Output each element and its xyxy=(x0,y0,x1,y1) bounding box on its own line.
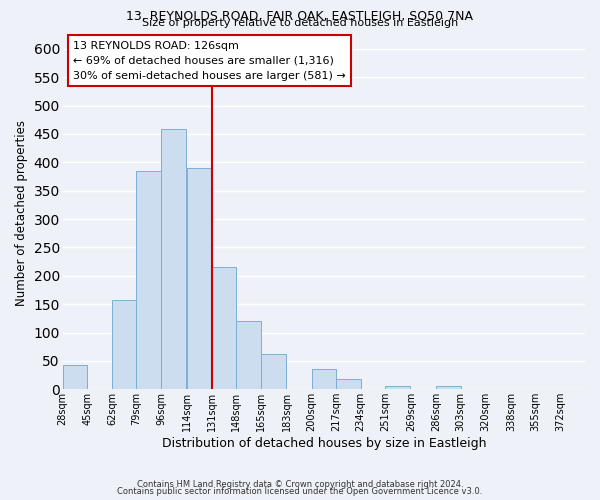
Text: 13, REYNOLDS ROAD, FAIR OAK, EASTLEIGH, SO50 7NA: 13, REYNOLDS ROAD, FAIR OAK, EASTLEIGH, … xyxy=(127,10,473,23)
Text: Contains HM Land Registry data © Crown copyright and database right 2024.: Contains HM Land Registry data © Crown c… xyxy=(137,480,463,489)
Bar xyxy=(112,300,136,390)
Bar xyxy=(187,168,212,390)
Text: Size of property relative to detached houses in Eastleigh: Size of property relative to detached ho… xyxy=(142,18,458,28)
Bar xyxy=(136,171,161,390)
Text: 13 REYNOLDS ROAD: 126sqm
← 69% of detached houses are smaller (1,316)
30% of sem: 13 REYNOLDS ROAD: 126sqm ← 69% of detach… xyxy=(73,41,346,80)
Text: Contains public sector information licensed under the Open Government Licence v3: Contains public sector information licen… xyxy=(118,487,482,496)
Bar xyxy=(236,321,261,390)
X-axis label: Distribution of detached houses by size in Eastleigh: Distribution of detached houses by size … xyxy=(161,437,486,450)
Bar xyxy=(311,370,336,390)
Bar xyxy=(336,379,361,390)
Bar xyxy=(161,130,185,390)
Bar xyxy=(436,386,461,390)
Y-axis label: Number of detached properties: Number of detached properties xyxy=(15,120,28,306)
Bar xyxy=(261,354,286,390)
Bar xyxy=(63,366,88,390)
Bar xyxy=(385,386,410,390)
Bar xyxy=(212,268,236,390)
